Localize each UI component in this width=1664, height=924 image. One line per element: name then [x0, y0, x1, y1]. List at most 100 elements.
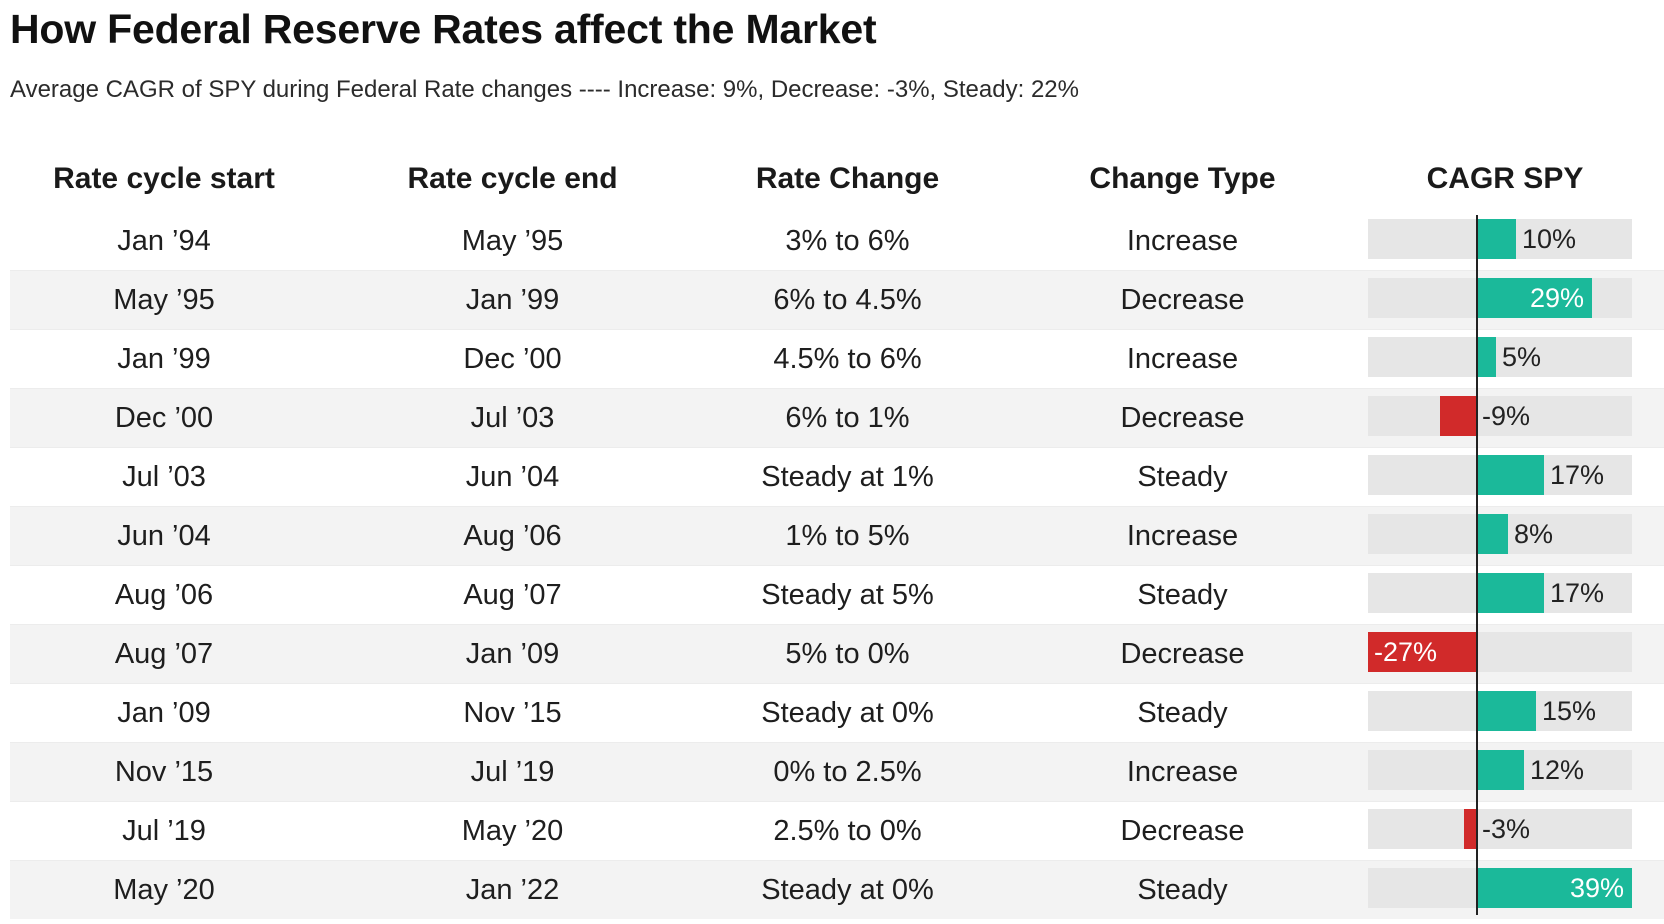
cell-rate-cycle-start: Nov ’15	[114, 756, 214, 788]
cell-change-type: Steady	[1137, 579, 1228, 611]
cagr-bar	[1368, 632, 1476, 672]
cell-rate-change: Steady at 0%	[761, 874, 934, 906]
cell-change-type: Steady	[1137, 874, 1228, 906]
cell-rate-cycle-end: May ’95	[461, 225, 564, 257]
cell-rate-cycle-end: Jan ’09	[465, 638, 560, 670]
cagr-bar-cell: 10%	[1368, 219, 1632, 259]
cagr-value-label: 5%	[1502, 342, 1542, 372]
cell-rate-change: 0% to 2.5%	[773, 756, 922, 788]
cell-rate-cycle-start: Aug ’06	[114, 579, 214, 611]
cell-change-type: Decrease	[1120, 284, 1245, 316]
cell-rate-cycle-start: Aug ’07	[114, 638, 214, 670]
cell-rate-cycle-start: Jun ’04	[117, 520, 211, 552]
cell-rate-cycle-start: Jul ’03	[122, 461, 206, 493]
cell-rate-cycle-start: Jul ’19	[122, 815, 206, 847]
cell-change-type: Decrease	[1120, 402, 1245, 434]
table-row: May ’95 Jan ’99 6% to 4.5% Decrease 29%	[10, 270, 1664, 329]
table-row: Jul ’03 Jun ’04 Steady at 1% Steady 17%	[10, 447, 1664, 506]
cell-rate-cycle-end: Nov ’15	[463, 697, 562, 729]
zero-axis-line	[1476, 215, 1478, 915]
cagr-value-label: 8%	[1514, 519, 1554, 549]
cell-change-type: Increase	[1126, 343, 1239, 375]
cell-rate-cycle-end: Dec ’00	[463, 343, 562, 375]
cagr-value-label: 17%	[1550, 578, 1605, 608]
cell-rate-cycle-end: Aug ’07	[463, 579, 562, 611]
cagr-bar-cell: 15%	[1368, 691, 1632, 731]
cagr-value-label: 12%	[1530, 755, 1585, 785]
cagr-value-label: -3%	[1482, 814, 1531, 844]
cagr-bar-cell: -9%	[1368, 396, 1632, 436]
cell-rate-change: 6% to 1%	[785, 402, 910, 434]
cell-rate-cycle-start: May ’95	[113, 284, 215, 316]
cagr-bar	[1476, 278, 1592, 318]
cell-rate-change: 2.5% to 0%	[773, 815, 922, 847]
table-row: May ’20 Jan ’22 Steady at 0% Steady 39%	[10, 860, 1664, 919]
cell-change-type: Increase	[1126, 520, 1239, 552]
table-row: Dec ’00 Jul ’03 6% to 1% Decrease -9%	[10, 388, 1664, 447]
table-row: Aug ’06 Aug ’07 Steady at 5% Steady 17%	[10, 565, 1664, 624]
rate-cycle-table: Rate cycle start Rate cycle end Rate Cha…	[10, 150, 1664, 919]
cagr-bar-cell: 5%	[1368, 337, 1632, 377]
cagr-bar-track	[1368, 396, 1632, 436]
header-rate-cycle-start: Rate cycle start	[53, 162, 275, 195]
cagr-bar	[1476, 219, 1516, 259]
cell-rate-change: 4.5% to 6%	[773, 343, 922, 375]
cell-rate-cycle-end: Jul ’19	[470, 756, 555, 788]
cell-rate-cycle-start: Jan ’94	[117, 225, 211, 257]
cell-rate-cycle-end: Jun ’04	[465, 461, 560, 493]
header-cagr-spy: CAGR SPY	[1426, 162, 1584, 195]
cagr-bar-cell: 17%	[1368, 455, 1632, 495]
cell-rate-cycle-end: Jul ’03	[470, 402, 555, 434]
table-row: Jan ’99 Dec ’00 4.5% to 6% Increase 5%	[10, 329, 1664, 388]
cell-rate-change: 5% to 0%	[785, 638, 910, 670]
cell-rate-change: Steady at 0%	[761, 697, 934, 729]
cell-change-type: Increase	[1126, 756, 1239, 788]
cell-rate-cycle-end: Jan ’99	[465, 284, 560, 316]
cagr-bar-cell: 8%	[1368, 514, 1632, 554]
cagr-value-label: 15%	[1542, 696, 1597, 726]
cagr-bar-cell: 17%	[1368, 573, 1632, 613]
cell-rate-cycle-end: Aug ’06	[463, 520, 562, 552]
table-row: Jun ’04 Aug ’06 1% to 5% Increase 8%	[10, 506, 1664, 565]
table-body: Jan ’94 May ’95 3% to 6% Increase 10% May ’95…	[10, 212, 1664, 919]
cagr-bar-cell: -27%	[1368, 632, 1632, 672]
cagr-bar-cell: -3%	[1368, 809, 1632, 849]
table-row: Jul ’19 May ’20 2.5% to 0% Decrease -3%	[10, 801, 1664, 860]
cagr-bar	[1476, 750, 1524, 790]
cagr-value-label: -27%	[1374, 637, 1438, 667]
cagr-value-label: 17%	[1550, 460, 1605, 490]
cell-rate-cycle-start: Dec ’00	[114, 402, 214, 434]
table-row: Aug ’07 Jan ’09 5% to 0% Decrease -27%	[10, 624, 1664, 683]
cell-rate-cycle-start: May ’20	[113, 874, 215, 906]
cagr-bar	[1440, 396, 1476, 436]
cagr-bar	[1464, 809, 1476, 849]
cell-rate-change: 3% to 6%	[785, 225, 910, 257]
page-title: How Federal Reserve Rates affect the Mar…	[10, 6, 877, 52]
cagr-bar	[1476, 337, 1496, 377]
cagr-bar	[1476, 455, 1544, 495]
header-rate-cycle-end: Rate cycle end	[407, 162, 618, 195]
cagr-value-label: 10%	[1522, 224, 1577, 254]
cell-rate-change: 6% to 4.5%	[773, 284, 922, 316]
cagr-value-label: -9%	[1482, 401, 1531, 431]
cagr-bar	[1476, 868, 1632, 908]
cell-rate-change: 1% to 5%	[785, 520, 910, 552]
cell-rate-change: Steady at 5%	[761, 579, 934, 611]
cagr-bar	[1476, 514, 1508, 554]
cell-change-type: Decrease	[1120, 815, 1245, 847]
table-row: Jan ’09 Nov ’15 Steady at 0% Steady 15%	[10, 683, 1664, 742]
cell-rate-cycle-end: May ’20	[461, 815, 564, 847]
table-row: Nov ’15 Jul ’19 0% to 2.5% Increase 12%	[10, 742, 1664, 801]
cagr-bar-track	[1368, 337, 1632, 377]
cagr-bar	[1476, 691, 1536, 731]
cell-rate-cycle-start: Jan ’99	[117, 343, 211, 375]
cell-change-type: Increase	[1126, 225, 1239, 257]
table-row: Jan ’94 May ’95 3% to 6% Increase 10%	[10, 212, 1664, 270]
cagr-value-label: 39%	[1570, 873, 1625, 903]
cell-rate-cycle-start: Jan ’09	[117, 697, 211, 729]
header-change-type: Change Type	[1089, 162, 1276, 195]
cagr-bar-cell: 12%	[1368, 750, 1632, 790]
cagr-bar-cell: 39%	[1368, 868, 1632, 908]
cagr-bar-cell: 29%	[1368, 278, 1632, 318]
cell-rate-cycle-end: Jan ’22	[465, 874, 560, 906]
